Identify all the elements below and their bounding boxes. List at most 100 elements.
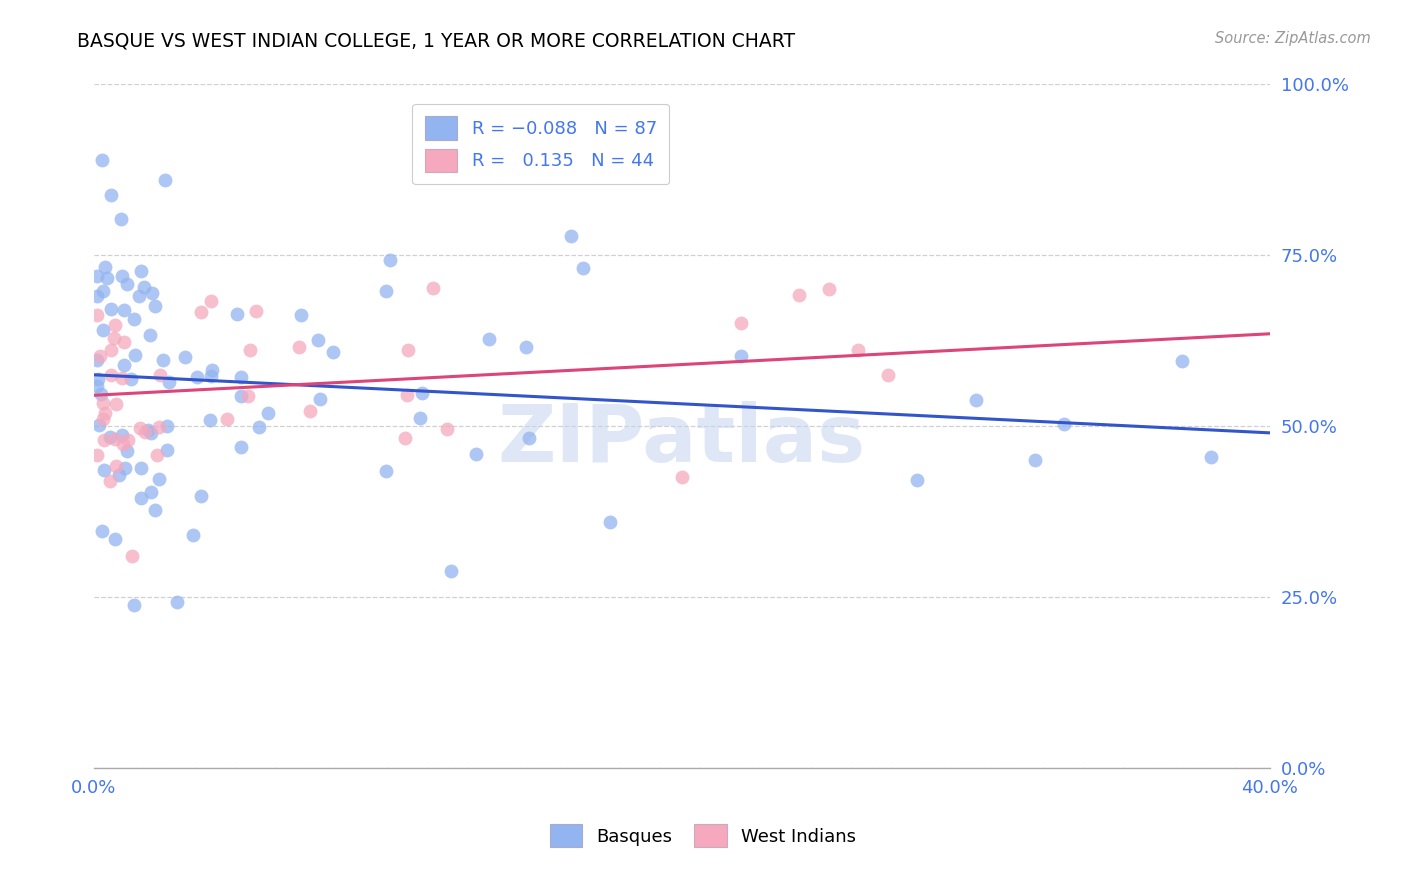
Point: [1170, 354, 1192, 368]
Point: [440, 564, 463, 578]
Point: [112, 302, 135, 317]
Point: [422, 281, 444, 295]
Point: [378, 252, 401, 267]
Point: [122, 311, 145, 326]
Point: [111, 268, 134, 283]
Point: [308, 392, 330, 406]
Point: [1053, 417, 1076, 432]
Point: [322, 344, 344, 359]
Point: [290, 309, 312, 323]
Point: [100, 302, 122, 317]
Point: [91, 284, 114, 298]
Point: [141, 426, 163, 441]
Point: [965, 392, 987, 407]
Point: [149, 368, 172, 383]
Point: [110, 212, 132, 227]
Point: [411, 385, 433, 400]
Point: [112, 335, 135, 350]
Point: [671, 469, 693, 483]
Point: [129, 461, 152, 475]
Point: [134, 425, 156, 439]
Legend: R = −0.088   N = 87, R =   0.135   N = 44: R = −0.088 N = 87, R = 0.135 N = 44: [412, 103, 669, 185]
Point: [91, 524, 114, 538]
Point: [143, 503, 166, 517]
Point: [100, 343, 122, 357]
Point: [111, 427, 134, 442]
Point: [120, 372, 142, 386]
Point: [138, 327, 160, 342]
Point: [239, 343, 262, 357]
Point: [141, 286, 163, 301]
Point: [572, 261, 595, 276]
Point: [789, 288, 811, 302]
Point: [190, 489, 212, 503]
Point: [94, 260, 117, 274]
Point: [148, 420, 170, 434]
Point: [198, 413, 221, 427]
Point: [104, 532, 127, 546]
Point: [114, 461, 136, 475]
Point: [236, 388, 259, 402]
Point: [148, 472, 170, 486]
Point: [465, 447, 488, 461]
Point: [86, 309, 108, 323]
Point: [91, 412, 114, 426]
Point: [478, 332, 501, 346]
Point: [132, 280, 155, 294]
Point: [103, 331, 125, 345]
Point: [517, 431, 540, 445]
Point: [730, 350, 752, 364]
Point: [91, 323, 114, 337]
Point: [374, 284, 396, 298]
Point: [156, 419, 179, 434]
Point: [247, 419, 270, 434]
Point: [86, 448, 108, 462]
Point: [395, 387, 418, 401]
Point: [121, 549, 143, 563]
Point: [111, 371, 134, 385]
Point: [409, 411, 432, 425]
Point: [112, 437, 135, 451]
Point: [96, 271, 118, 285]
Point: [173, 350, 195, 364]
Point: [257, 406, 280, 420]
Point: [217, 411, 239, 425]
Point: [112, 358, 135, 372]
Point: [91, 153, 114, 168]
Point: [104, 318, 127, 332]
Point: [599, 515, 621, 529]
Point: [100, 368, 122, 383]
Point: [86, 352, 108, 367]
Point: [200, 294, 222, 309]
Text: Source: ZipAtlas.com: Source: ZipAtlas.com: [1215, 31, 1371, 46]
Point: [104, 396, 127, 410]
Point: [128, 289, 150, 303]
Point: [86, 289, 108, 303]
Point: [124, 348, 146, 362]
Point: [108, 467, 131, 482]
Point: [93, 463, 115, 477]
Point: [396, 343, 419, 357]
Legend: Basques, West Indians: Basques, West Indians: [543, 817, 863, 855]
Point: [1024, 453, 1046, 467]
Point: [86, 379, 108, 393]
Point: [560, 229, 582, 244]
Point: [115, 443, 138, 458]
Point: [394, 431, 416, 445]
Point: [128, 421, 150, 435]
Point: [86, 268, 108, 283]
Point: [104, 432, 127, 446]
Point: [138, 423, 160, 437]
Point: [93, 433, 115, 447]
Point: [226, 306, 249, 320]
Point: [299, 404, 322, 418]
Point: [287, 340, 309, 354]
Point: [817, 282, 839, 296]
Point: [200, 368, 222, 383]
Point: [876, 368, 898, 383]
Point: [91, 396, 114, 410]
Point: [143, 299, 166, 313]
Point: [186, 370, 208, 384]
Point: [231, 440, 253, 454]
Point: [730, 316, 752, 330]
